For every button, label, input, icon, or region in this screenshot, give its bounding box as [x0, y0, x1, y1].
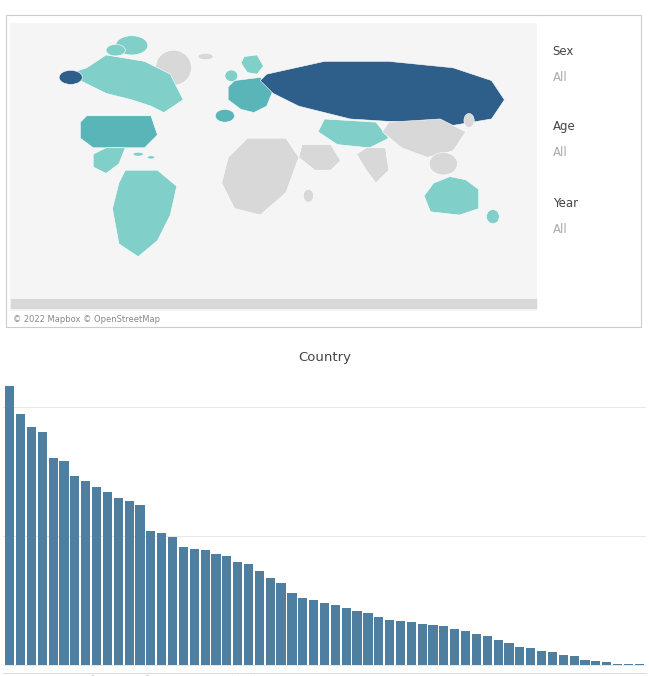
Bar: [624, 664, 633, 665]
Bar: [92, 487, 101, 665]
Bar: [591, 661, 600, 665]
Polygon shape: [67, 55, 183, 113]
Bar: [5, 386, 14, 665]
Ellipse shape: [156, 50, 191, 85]
Bar: [38, 433, 47, 665]
Bar: [27, 427, 36, 665]
Bar: [352, 610, 361, 665]
Polygon shape: [112, 170, 177, 257]
Bar: [201, 550, 210, 665]
Bar: [309, 600, 318, 665]
Bar: [288, 593, 297, 665]
Bar: [233, 562, 242, 665]
Bar: [49, 458, 58, 665]
Bar: [548, 652, 557, 665]
Polygon shape: [10, 298, 537, 310]
FancyBboxPatch shape: [6, 15, 641, 327]
Bar: [168, 537, 177, 665]
Bar: [613, 664, 622, 665]
Text: Year: Year: [552, 197, 578, 210]
Polygon shape: [424, 176, 479, 215]
Polygon shape: [318, 119, 389, 148]
Ellipse shape: [486, 210, 499, 224]
Bar: [265, 578, 275, 665]
Bar: [81, 481, 90, 665]
Text: Sex: Sex: [552, 45, 574, 58]
Bar: [450, 629, 459, 665]
Text: Age: Age: [552, 120, 576, 133]
Polygon shape: [228, 77, 273, 113]
Bar: [493, 640, 503, 665]
Ellipse shape: [198, 53, 214, 59]
Ellipse shape: [147, 155, 155, 159]
Bar: [190, 549, 199, 665]
Bar: [461, 631, 471, 665]
Bar: [439, 626, 448, 665]
Polygon shape: [93, 148, 125, 174]
Ellipse shape: [106, 45, 125, 56]
Text: All: All: [552, 223, 567, 236]
Bar: [212, 554, 221, 665]
Bar: [526, 648, 535, 665]
Bar: [580, 660, 589, 665]
Polygon shape: [241, 55, 263, 74]
Bar: [320, 603, 329, 665]
Ellipse shape: [116, 36, 148, 55]
Bar: [396, 621, 405, 665]
Text: All: All: [552, 71, 567, 84]
Ellipse shape: [429, 153, 458, 175]
Polygon shape: [382, 119, 466, 158]
Bar: [385, 620, 394, 665]
Text: All: All: [552, 146, 567, 159]
Bar: [515, 647, 524, 665]
Bar: [146, 531, 156, 665]
Bar: [504, 643, 513, 665]
Ellipse shape: [133, 152, 143, 156]
Bar: [417, 623, 427, 665]
Polygon shape: [222, 138, 299, 215]
Bar: [341, 608, 351, 665]
Bar: [559, 654, 568, 665]
Bar: [374, 617, 384, 665]
Bar: [602, 662, 611, 665]
Bar: [222, 556, 232, 665]
Ellipse shape: [303, 189, 313, 202]
Bar: [255, 571, 264, 665]
Bar: [537, 651, 546, 665]
Ellipse shape: [225, 70, 238, 82]
Bar: [60, 461, 69, 665]
Polygon shape: [299, 145, 341, 170]
Bar: [70, 477, 79, 665]
Ellipse shape: [215, 110, 234, 122]
Bar: [472, 634, 481, 665]
Title: Country: Country: [298, 351, 351, 364]
Polygon shape: [80, 116, 158, 148]
Bar: [428, 625, 437, 665]
Bar: [125, 501, 134, 665]
Bar: [16, 414, 25, 665]
Bar: [570, 656, 579, 665]
Bar: [363, 613, 373, 665]
Bar: [157, 533, 166, 665]
Bar: [483, 636, 492, 665]
Bar: [244, 564, 253, 665]
Bar: [298, 598, 308, 665]
Bar: [407, 622, 416, 665]
Polygon shape: [260, 62, 504, 125]
Bar: [136, 505, 145, 665]
Bar: [103, 491, 112, 665]
Polygon shape: [357, 148, 389, 183]
Ellipse shape: [59, 70, 82, 84]
Text: © 2022 Mapbox © OpenStreetMap: © 2022 Mapbox © OpenStreetMap: [13, 315, 160, 324]
Bar: [178, 548, 188, 665]
Bar: [331, 606, 340, 665]
Ellipse shape: [464, 114, 474, 128]
Bar: [114, 498, 123, 665]
FancyBboxPatch shape: [10, 23, 537, 311]
Bar: [276, 583, 286, 665]
